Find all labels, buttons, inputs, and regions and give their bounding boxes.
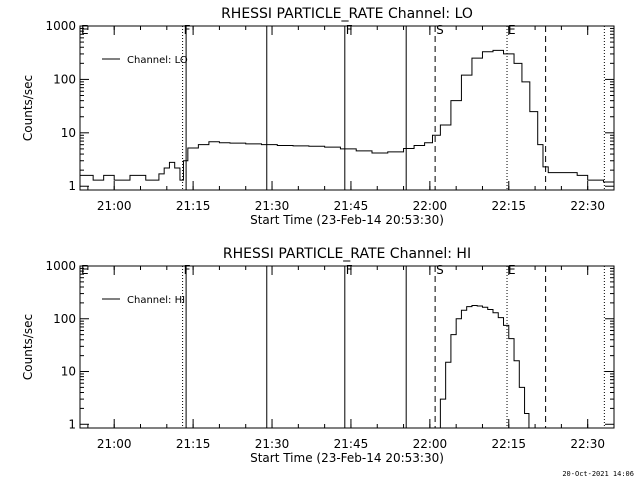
chart-title: RHESSI PARTICLE_RATE Channel: HI	[223, 246, 471, 262]
data-series-line	[80, 49, 614, 183]
event-marker-label: F	[346, 23, 353, 37]
y-tick-label: 10	[61, 126, 76, 140]
x-tick-label: 22:15	[491, 437, 526, 451]
chart-panel-2: RHESSI PARTICLE_RATE Channel: HI 1 10 100 10…	[21, 246, 615, 465]
x-tick-label: 21:15	[176, 437, 211, 451]
x-tick-label: 22:30	[570, 199, 605, 213]
x-tick-label: 22:00	[413, 437, 448, 451]
timestamp: 20-Oct-2021 14:06	[562, 470, 634, 478]
y-axis-label: Counts/sec	[21, 75, 35, 141]
event-marker-label: E	[508, 23, 516, 37]
legend-label: Channel: LO	[127, 55, 188, 66]
x-tick-label: 21:45	[334, 437, 369, 451]
y-tick-label: 1	[68, 417, 76, 431]
x-tick-label: 21:15	[176, 199, 211, 213]
y-tick-label: 1000	[45, 19, 76, 33]
event-marker-label: F	[346, 263, 353, 277]
y-tick-label: 100	[53, 312, 76, 326]
plot-frame	[79, 25, 615, 191]
x-tick-label: 21:00	[97, 437, 132, 451]
chart-title: RHESSI PARTICLE_RATE Channel: LO	[221, 6, 473, 22]
chart-panel-1: RHESSI PARTICLE_RATE Channel: LO 1 10 100 10…	[21, 6, 615, 227]
y-tick-label: 10	[61, 365, 76, 379]
x-tick-label: 21:45	[334, 199, 369, 213]
event-marker-label: F	[184, 263, 191, 277]
x-tick-label: 21:30	[255, 437, 290, 451]
plot-frame	[79, 265, 615, 429]
event-marker-label: S	[436, 23, 444, 37]
x-axis-label: Start Time (23-Feb-14 20:53:30)	[250, 213, 444, 227]
x-tick-label: 21:00	[97, 199, 132, 213]
y-tick-label: 100	[53, 72, 76, 86]
event-marker-label: E	[81, 263, 89, 277]
event-marker-label: S	[436, 263, 444, 277]
x-tick-label: 22:30	[570, 437, 605, 451]
data-series-line	[436, 305, 530, 428]
y-axis-label: Counts/sec	[21, 314, 35, 380]
y-tick-label: 1000	[45, 259, 76, 273]
event-marker-label: E	[81, 23, 89, 37]
event-marker-label: E	[508, 263, 516, 277]
legend-label: Channel: HI	[127, 295, 185, 306]
x-tick-label: 22:15	[491, 199, 526, 213]
x-axis-label: Start Time (23-Feb-14 20:53:30)	[250, 451, 444, 465]
event-marker-label: F	[184, 23, 191, 37]
y-tick-label: 1	[68, 179, 76, 193]
x-tick-label: 21:30	[255, 199, 290, 213]
x-tick-label: 22:00	[413, 199, 448, 213]
